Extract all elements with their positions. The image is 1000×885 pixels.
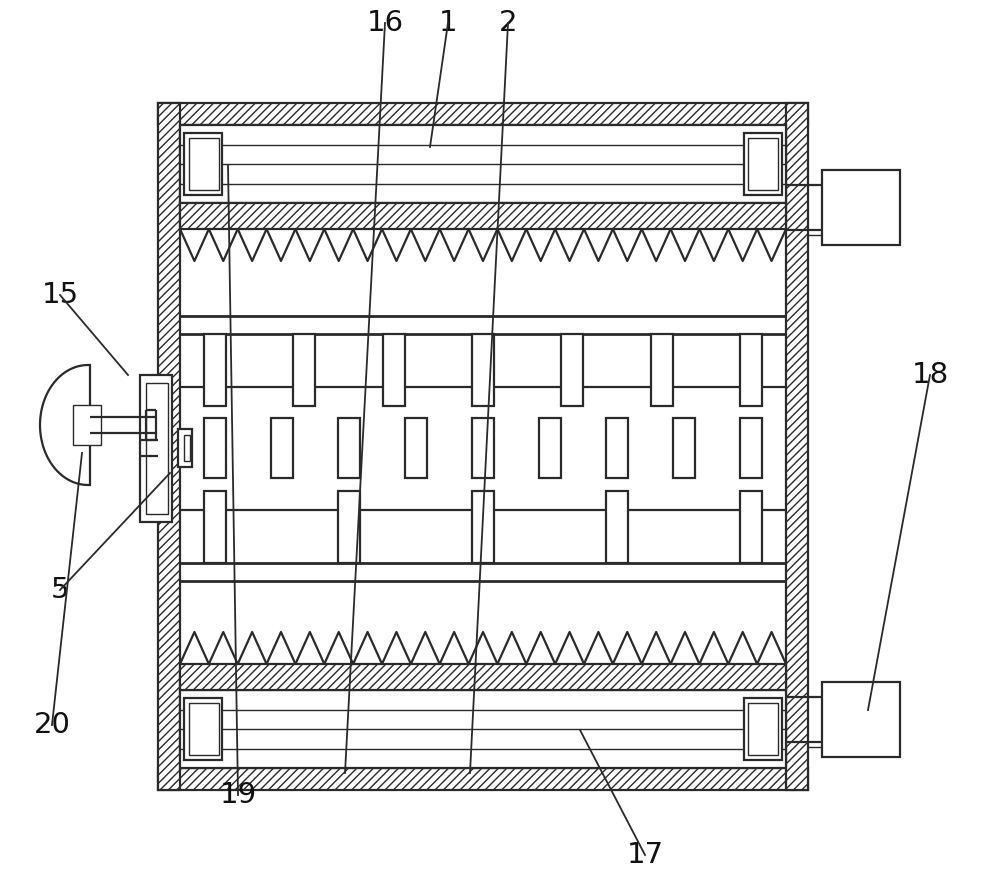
Bar [204, 335, 226, 406]
Bar [673, 419, 695, 479]
Bar [561, 335, 583, 406]
Bar [472, 419, 494, 479]
Bar [293, 335, 315, 406]
Bar [180, 664, 786, 690]
Bar [140, 375, 172, 521]
Bar [271, 419, 293, 479]
Bar [184, 698, 222, 760]
Bar [740, 335, 762, 406]
Bar [158, 103, 808, 125]
Bar [204, 419, 226, 479]
Bar [189, 138, 219, 190]
Bar [158, 768, 808, 790]
Bar [146, 383, 168, 513]
Text: 18: 18 [911, 361, 949, 389]
Bar [204, 490, 226, 563]
Bar [740, 419, 762, 479]
Bar [744, 133, 782, 195]
Bar [748, 138, 778, 190]
Bar [748, 703, 778, 755]
Text: 20: 20 [34, 711, 70, 739]
Bar [180, 203, 786, 229]
Bar [539, 419, 561, 479]
Bar [180, 690, 786, 768]
Text: 16: 16 [366, 9, 404, 37]
Text: 2: 2 [499, 9, 517, 37]
Bar [338, 419, 360, 479]
Bar [472, 335, 494, 406]
Text: 19: 19 [219, 781, 257, 809]
Bar [606, 490, 628, 563]
Bar [822, 682, 900, 757]
Bar [189, 703, 219, 755]
Bar [158, 103, 180, 790]
Polygon shape [40, 365, 90, 485]
Bar [472, 490, 494, 563]
Bar [180, 125, 786, 203]
Bar [651, 335, 673, 406]
Bar [73, 405, 101, 445]
Text: 1: 1 [439, 9, 457, 37]
Text: 5: 5 [51, 576, 69, 604]
Bar [606, 419, 628, 479]
Bar [178, 429, 192, 467]
Bar [383, 335, 405, 406]
Bar [184, 435, 190, 461]
Text: 17: 17 [626, 841, 664, 869]
Bar [740, 490, 762, 563]
Bar [405, 419, 427, 479]
Bar [744, 698, 782, 760]
Bar [338, 490, 360, 563]
Bar [184, 133, 222, 195]
Text: 15: 15 [41, 281, 79, 309]
Bar [786, 103, 808, 790]
Bar [822, 170, 900, 245]
